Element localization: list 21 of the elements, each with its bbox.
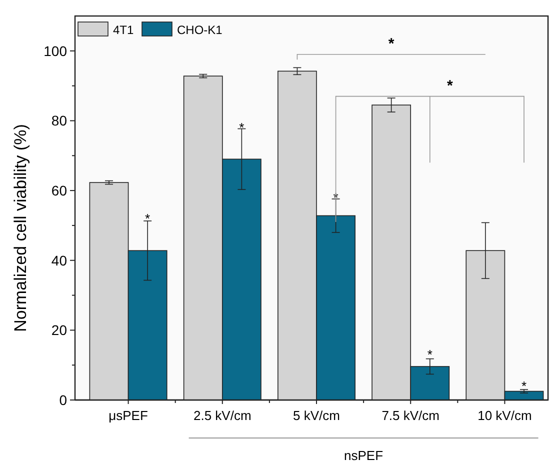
annotation: * [446,77,453,94]
y-tick-label: 60 [51,182,68,198]
x-tick-label: 7.5 kV/cm [382,408,440,423]
annotation: * [239,120,244,136]
legend-label: CHO-K1 [177,23,223,37]
legend-label: 4T1 [113,23,134,37]
x-tick-label: 10 kV/cm [478,408,532,423]
annotation: * [427,347,432,362]
y-tick-label: 40 [51,252,68,268]
annotation: * [388,35,394,52]
y-tick-label: 20 [51,322,68,338]
y-tick-label: 100 [44,42,68,59]
annotation: * [145,210,150,226]
x-tick-label: 5 kV/cm [293,408,340,423]
y-tick-label: 80 [51,112,68,129]
y-tick-label: 0 [59,392,68,408]
x-tick-label: 2.5 kV/cm [193,408,252,423]
text: nsPEF [344,448,384,463]
y-axis-title: Normalized cell viability (%) [11,124,30,332]
annotation: * [521,378,527,394]
x-tick-label: μsPEF [108,408,148,423]
